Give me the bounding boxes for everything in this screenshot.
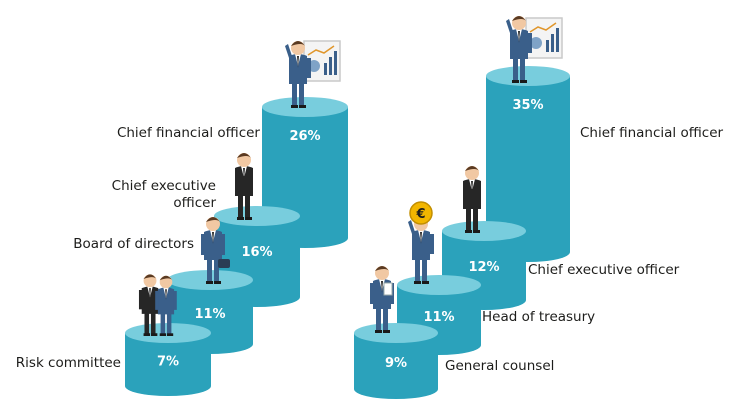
presenter-with-chart-icon (285, 41, 311, 108)
left-label-board-of-directors: Board of directors (73, 236, 194, 252)
businessman-with-bag-icon (201, 217, 225, 284)
euro-coin-icon (409, 201, 433, 225)
left-label-risk-committee: Risk committee (15, 355, 121, 371)
cylinder-bar-general-counsel: 9% (354, 323, 438, 399)
folder-icon (383, 282, 393, 296)
briefcase-icon (218, 259, 230, 268)
cylinder-side (354, 333, 438, 399)
cylinder-top (354, 323, 438, 343)
businessman-arms-crossed-icon (235, 153, 253, 220)
right-label-chief-financial-officer: Chief financial officer (580, 125, 724, 141)
right-label-head-of-treasury: Head of treasury (482, 309, 596, 325)
presenter-with-chart-icon-right (506, 16, 532, 83)
left-label-chief-financial-officer: Chief financial officer (116, 125, 260, 141)
right-label-general-counsel: General counsel (445, 358, 555, 374)
businessman-arms-crossed-icon-right (463, 166, 481, 233)
businessman-with-folder-icon (370, 266, 394, 333)
cylinder-side (125, 333, 211, 396)
left-label-chief-executive-officer: Chief executive officer (111, 178, 216, 211)
value-label: 11% (194, 307, 225, 322)
value-label: 16% (241, 245, 272, 260)
cylinder-top (397, 275, 481, 295)
value-label: 35% (512, 98, 543, 113)
cylinder-top (486, 66, 570, 86)
chart-left: 26% 16% 11% 7% (125, 97, 348, 396)
cylinder-top (214, 206, 300, 226)
cylinder-bar-chief-financial-officer: 35% (486, 66, 570, 262)
value-label: 11% (423, 310, 454, 325)
cylinder-side (486, 76, 570, 262)
value-label: 7% (157, 355, 179, 370)
value-label: 26% (289, 129, 320, 144)
euro-symbol: € (415, 207, 425, 222)
value-label: 12% (468, 260, 499, 275)
value-label: 9% (385, 356, 407, 371)
cylinder-top (442, 221, 526, 241)
businessman-holding-euro-coin-icon (408, 217, 434, 284)
chart-right: 35% 12% 11% 9% (354, 66, 570, 399)
businesswoman-icon (155, 275, 177, 336)
right-label-chief-executive-officer: Chief executive officer (528, 262, 680, 278)
